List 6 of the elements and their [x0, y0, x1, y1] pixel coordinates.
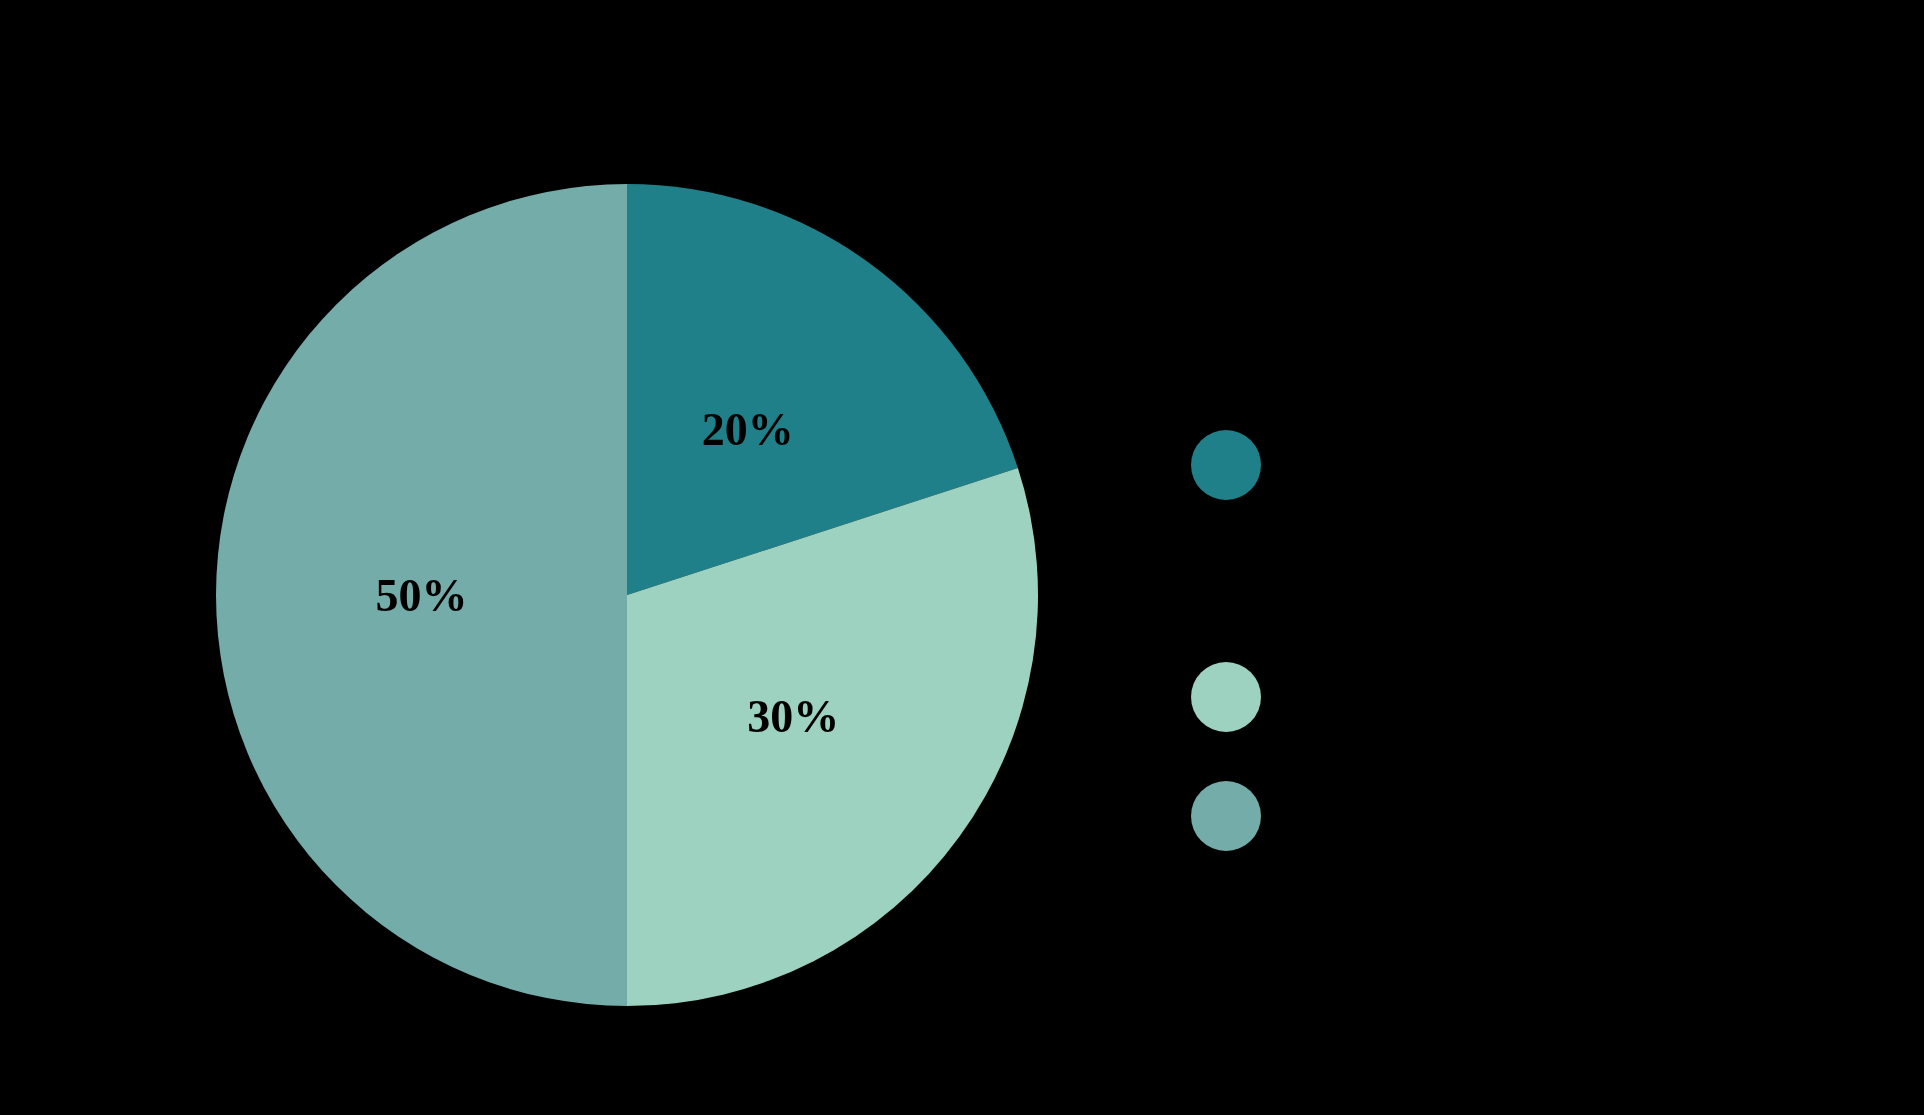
- data-label: 50%: [375, 570, 468, 622]
- pie-slice: [216, 184, 627, 1006]
- pie-slice: [627, 184, 1018, 595]
- pie-slice: [627, 467, 1038, 1006]
- data-label: 20%: [701, 404, 794, 456]
- data-label: 30%: [747, 691, 840, 743]
